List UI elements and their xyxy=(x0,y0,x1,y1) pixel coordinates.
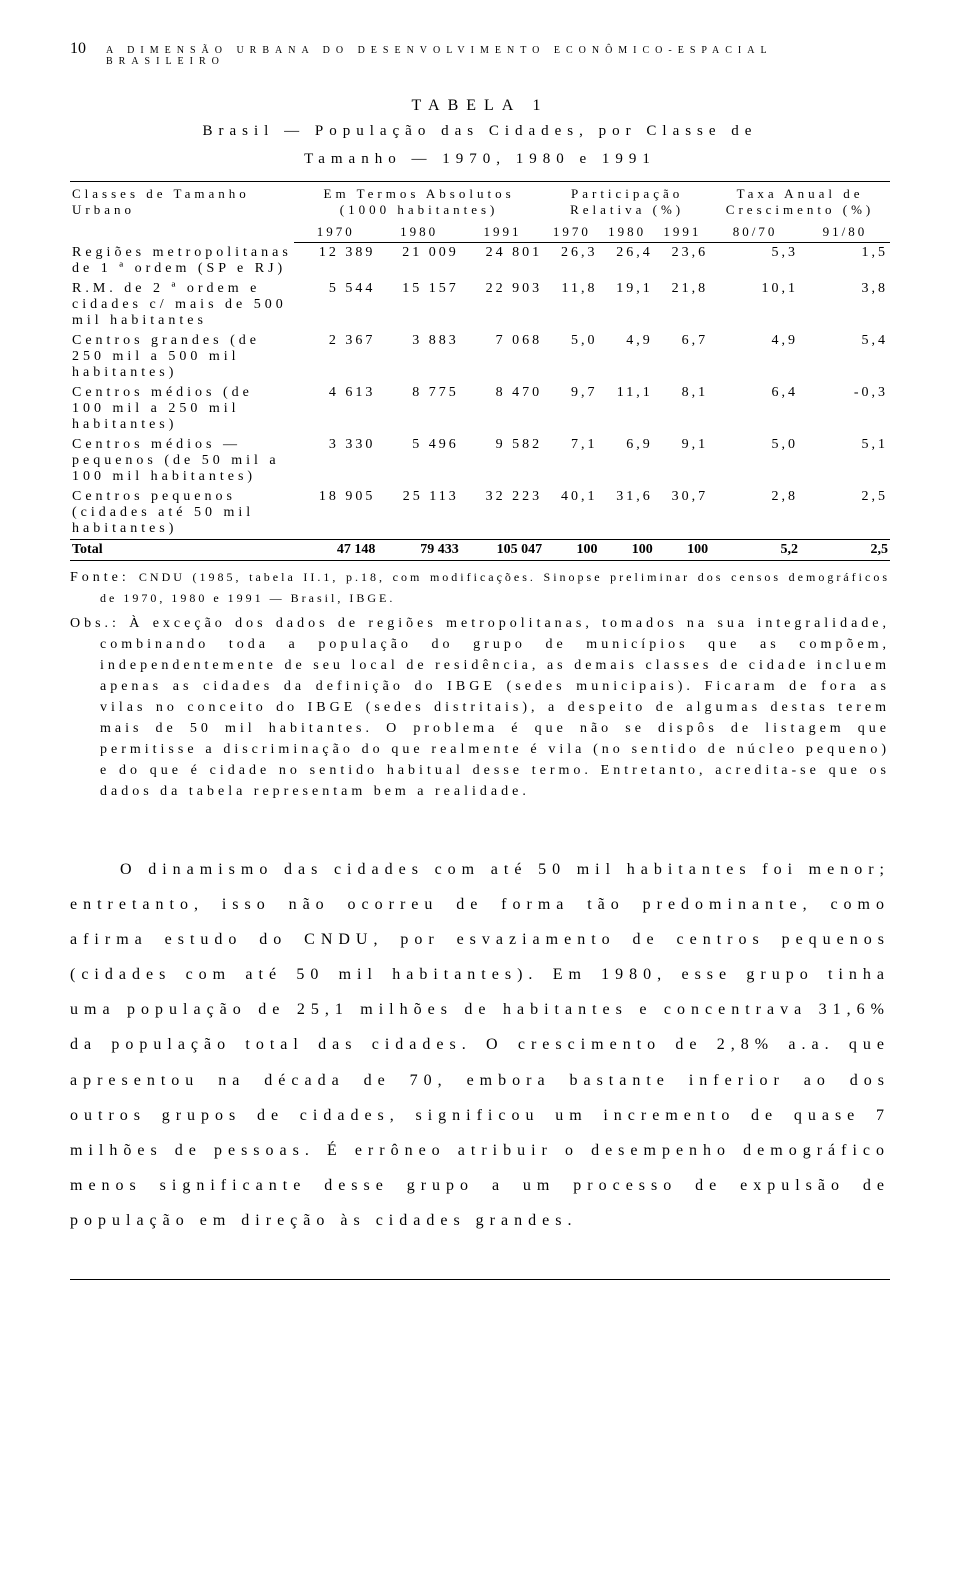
table-caption-line2: Tamanho — 1970, 1980 e 1991 xyxy=(70,147,890,171)
year-rel-0: 1970 xyxy=(544,222,599,243)
cell-rel: 26,3 xyxy=(544,243,599,279)
cell-rel: 4,9 xyxy=(599,331,654,383)
row-label: R.M. de 2 ª ordem e cidades c/ mais de 5… xyxy=(70,279,294,331)
population-table: Classes de Tamanho Urbano Em Termos Abso… xyxy=(70,181,890,561)
row-label: Regiões metropolitanas de 1 ª ordem (SP … xyxy=(70,243,294,279)
year-abs-0: 1970 xyxy=(294,222,377,243)
cell-abs: 5 496 xyxy=(377,435,460,487)
table-row: Centros pequenos (cidades até 50 mil hab… xyxy=(70,487,890,540)
cell-abs: 15 157 xyxy=(377,279,460,331)
source-prefix: Fonte: xyxy=(70,570,139,585)
source-text: CNDU (1985, tabela II.1, p.18, com modif… xyxy=(100,570,890,605)
cell-rate: 2,5 xyxy=(800,487,890,540)
cell-rate: 5,3 xyxy=(710,243,800,279)
cell-abs: 5 544 xyxy=(294,279,377,331)
cell-abs: 2 367 xyxy=(294,331,377,383)
row-label: Centros médios — pequenos (de 50 mil a 1… xyxy=(70,435,294,487)
table-number: TABELA 1 xyxy=(70,97,890,115)
running-title: A DIMENSÃO URBANA DO DESENVOLVIMENTO ECO… xyxy=(106,45,890,67)
body-paragraph: O dinamismo das cidades com até 50 mil h… xyxy=(70,852,890,1239)
row-label: Centros médios (de 100 mil a 250 mil hab… xyxy=(70,383,294,435)
cell-rate: 3,8 xyxy=(800,279,890,331)
cell-rate: 5,0 xyxy=(710,435,800,487)
cell-rate: 1,5 xyxy=(800,243,890,279)
total-abs: 105 047 xyxy=(461,539,544,560)
cell-rel: 6,9 xyxy=(599,435,654,487)
table-row: Regiões metropolitanas de 1 ª ordem (SP … xyxy=(70,243,890,279)
total-rate: 5,2 xyxy=(710,539,800,560)
table-row: Centros médios — pequenos (de 50 mil a 1… xyxy=(70,435,890,487)
cell-rate: 2,8 xyxy=(710,487,800,540)
cell-rel: 26,4 xyxy=(599,243,654,279)
cell-rel: 30,7 xyxy=(655,487,710,540)
cell-rate: -0,3 xyxy=(800,383,890,435)
cell-rate: 4,9 xyxy=(710,331,800,383)
cell-rel: 21,8 xyxy=(655,279,710,331)
cell-abs: 3 330 xyxy=(294,435,377,487)
cell-abs: 32 223 xyxy=(461,487,544,540)
row-label: Centros grandes (de 250 mil a 500 mil ha… xyxy=(70,331,294,383)
cell-rel: 8,1 xyxy=(655,383,710,435)
cell-rel: 6,7 xyxy=(655,331,710,383)
page-header: 10 A DIMENSÃO URBANA DO DESENVOLVIMENTO … xyxy=(70,40,890,67)
cell-rel: 7,1 xyxy=(544,435,599,487)
cell-rate: 5,1 xyxy=(800,435,890,487)
total-rel: 100 xyxy=(655,539,710,560)
table-row: Centros médios (de 100 mil a 250 mil hab… xyxy=(70,383,890,435)
cell-rel: 19,1 xyxy=(599,279,654,331)
cell-rel: 9,7 xyxy=(544,383,599,435)
cell-rel: 11,1 xyxy=(599,383,654,435)
cell-abs: 12 389 xyxy=(294,243,377,279)
cell-abs: 21 009 xyxy=(377,243,460,279)
footer-rule xyxy=(70,1279,890,1280)
cell-rel: 31,6 xyxy=(599,487,654,540)
total-abs: 47 148 xyxy=(294,539,377,560)
obs-prefix: Obs.: xyxy=(70,616,129,631)
col-header-rate: Taxa Anual de Crescimento (%) xyxy=(710,182,890,223)
col-header-rel: Participação Relativa (%) xyxy=(544,182,710,223)
cell-rel: 9,1 xyxy=(655,435,710,487)
year-abs-1: 1980 xyxy=(377,222,460,243)
total-rel: 100 xyxy=(599,539,654,560)
cell-abs: 8 775 xyxy=(377,383,460,435)
cell-abs: 9 582 xyxy=(461,435,544,487)
cell-rel: 5,0 xyxy=(544,331,599,383)
cell-abs: 4 613 xyxy=(294,383,377,435)
total-rel: 100 xyxy=(544,539,599,560)
cell-rate: 5,4 xyxy=(800,331,890,383)
page-number: 10 xyxy=(70,40,86,58)
row-label: Centros pequenos (cidades até 50 mil hab… xyxy=(70,487,294,540)
cell-rel: 11,8 xyxy=(544,279,599,331)
cell-abs: 8 470 xyxy=(461,383,544,435)
col-header-abs: Em Termos Absolutos (1000 habitantes) xyxy=(294,182,544,223)
cell-abs: 25 113 xyxy=(377,487,460,540)
total-rate: 2,5 xyxy=(800,539,890,560)
cell-rel: 40,1 xyxy=(544,487,599,540)
cell-rate: 6,4 xyxy=(710,383,800,435)
table-row: Centros grandes (de 250 mil a 500 mil ha… xyxy=(70,331,890,383)
cell-rel: 23,6 xyxy=(655,243,710,279)
year-rel-2: 1991 xyxy=(655,222,710,243)
cell-abs: 7 068 xyxy=(461,331,544,383)
table-row: R.M. de 2 ª ordem e cidades c/ mais de 5… xyxy=(70,279,890,331)
total-abs: 79 433 xyxy=(377,539,460,560)
cell-abs: 24 801 xyxy=(461,243,544,279)
cell-abs: 22 903 xyxy=(461,279,544,331)
table-source: Fonte: CNDU (1985, tabela II.1, p.18, co… xyxy=(70,567,890,609)
table-caption-line1: Brasil — População das Cidades, por Clas… xyxy=(70,119,890,143)
cell-rate: 10,1 xyxy=(710,279,800,331)
table-row-total: Total47 14879 433105 0471001001005,22,5 xyxy=(70,539,890,560)
cell-abs: 18 905 xyxy=(294,487,377,540)
total-label: Total xyxy=(70,539,294,560)
col-header-class: Classes de Tamanho Urbano xyxy=(70,182,294,243)
year-rate-0: 80/70 xyxy=(710,222,800,243)
year-rel-1: 1980 xyxy=(599,222,654,243)
table-obs: Obs.: À exceção dos dados de regiões met… xyxy=(70,613,890,802)
cell-abs: 3 883 xyxy=(377,331,460,383)
obs-text: À exceção dos dados de regiões metropoli… xyxy=(100,616,890,799)
year-rate-1: 91/80 xyxy=(800,222,890,243)
year-abs-2: 1991 xyxy=(461,222,544,243)
